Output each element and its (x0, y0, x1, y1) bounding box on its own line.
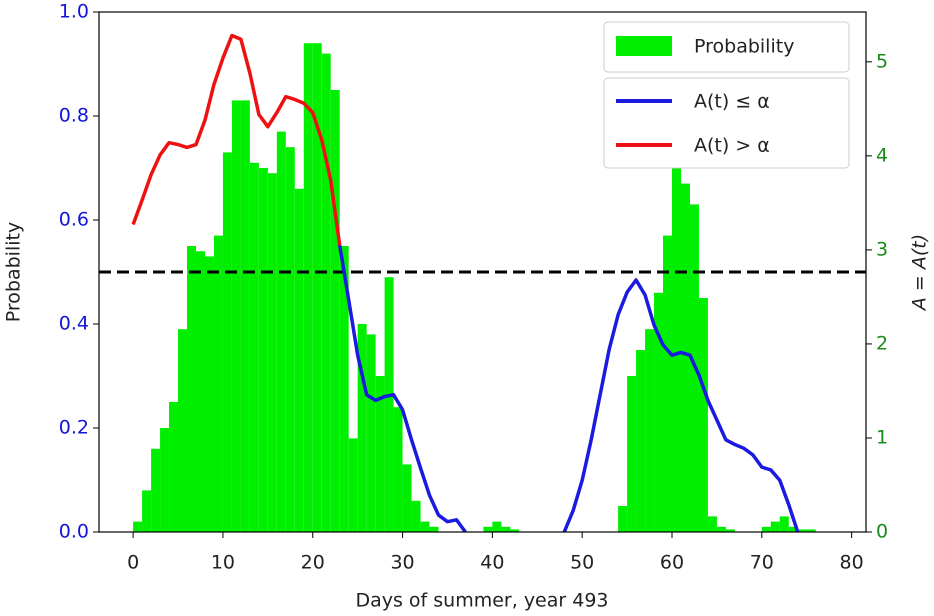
histogram-bar (258, 168, 268, 532)
histogram-bar (357, 324, 367, 532)
x-tick-label: 60 (660, 552, 684, 574)
histogram-bar (151, 448, 161, 532)
y-tick-label: 0.8 (59, 105, 89, 127)
histogram-bar (770, 521, 780, 532)
histogram-bar (312, 43, 322, 532)
histogram-bar (285, 147, 295, 532)
histogram-bar (321, 53, 331, 532)
histogram-bar (698, 298, 708, 532)
histogram-bar (636, 350, 646, 532)
histogram-bar (483, 526, 493, 532)
x-tick-label: 10 (211, 552, 235, 574)
y2-tick-label: 4 (876, 144, 888, 166)
histogram-bar (788, 526, 798, 532)
histogram-bar (501, 526, 511, 532)
plot-area (99, 33, 866, 532)
y2-tick-label: 1 (876, 426, 888, 448)
histogram-bar (797, 529, 807, 532)
x-axis-label: Days of summer, year 493 (355, 590, 608, 612)
y-tick-label: 0.0 (59, 521, 89, 543)
histogram-bar (618, 506, 628, 532)
histogram-bar (187, 246, 196, 532)
x-tick-label: 50 (570, 552, 594, 574)
histogram-bar (806, 529, 816, 532)
y2-tick-label: 3 (876, 238, 888, 260)
histogram-bar (725, 529, 735, 532)
y2-tick-label: 2 (876, 332, 888, 354)
histogram-bar (231, 100, 241, 532)
histogram-bar (654, 292, 664, 532)
x-tick-label: 70 (750, 552, 774, 574)
legend-box (603, 21, 850, 73)
y2-tick-label: 0 (876, 521, 888, 543)
histogram-bar (195, 251, 205, 532)
legend: Probability A(t) ≤ α A(t) > α (603, 21, 850, 169)
histogram-bar (375, 376, 385, 532)
histogram-bar (761, 526, 771, 532)
y2-tick-label: 5 (876, 50, 888, 72)
x-tick-label: 0 (127, 552, 139, 574)
histogram-bar (402, 464, 412, 532)
y2-axis-label: A = A(t) (909, 234, 931, 312)
histogram-bar (779, 516, 789, 532)
plot-frame (98, 11, 867, 533)
x-tick-label: 30 (390, 552, 414, 574)
histogram-bar (160, 428, 170, 532)
legend-label: A(t) > α (694, 135, 770, 157)
histogram-bar (222, 152, 232, 532)
histogram-bar (672, 168, 681, 532)
y-tick-label: 0.4 (59, 313, 89, 335)
histogram-bar (492, 521, 502, 532)
histogram-bar (339, 246, 349, 532)
histogram-bar (204, 256, 214, 532)
histogram-bar (420, 521, 430, 532)
histogram-bar (411, 500, 421, 532)
x-tick-label: 80 (840, 552, 864, 574)
series-line (131, 33, 342, 246)
y-tick-label: 1.0 (59, 1, 89, 23)
histogram-bar (510, 529, 520, 532)
histogram-bar (303, 43, 313, 532)
histogram-bar (429, 526, 439, 532)
y-axis-label: Probability (3, 222, 25, 322)
histogram-bar (366, 334, 376, 532)
histogram-bar (707, 516, 717, 532)
histogram-bar (178, 329, 188, 532)
series-line (337, 244, 800, 532)
x-tick-label: 20 (301, 552, 325, 574)
legend-swatch (616, 36, 672, 56)
legend-label: A(t) ≤ α (694, 91, 770, 113)
histogram-bar (627, 376, 637, 532)
y-tick-label: 0.6 (59, 209, 89, 231)
histogram-bar (384, 277, 394, 532)
histogram-bar (240, 100, 250, 532)
y-tick-label: 0.2 (59, 417, 89, 439)
histogram-bar (330, 90, 340, 532)
histogram-bar (393, 407, 403, 532)
histogram-bar (348, 438, 358, 532)
histogram-bar (267, 173, 277, 532)
histogram-bar (169, 402, 179, 532)
histogram-bar (142, 490, 152, 532)
histogram-bar (276, 131, 286, 532)
histogram-bar (213, 235, 223, 532)
histogram-bar (645, 329, 655, 532)
legend-label: Probability (694, 36, 794, 58)
histogram-bar (249, 162, 259, 532)
histogram-bar (680, 183, 690, 532)
x-tick-label: 40 (480, 552, 504, 574)
histogram-bar (663, 235, 673, 532)
histogram-bar (294, 188, 304, 532)
histogram-bar (716, 526, 726, 532)
histogram-bar (133, 521, 143, 532)
